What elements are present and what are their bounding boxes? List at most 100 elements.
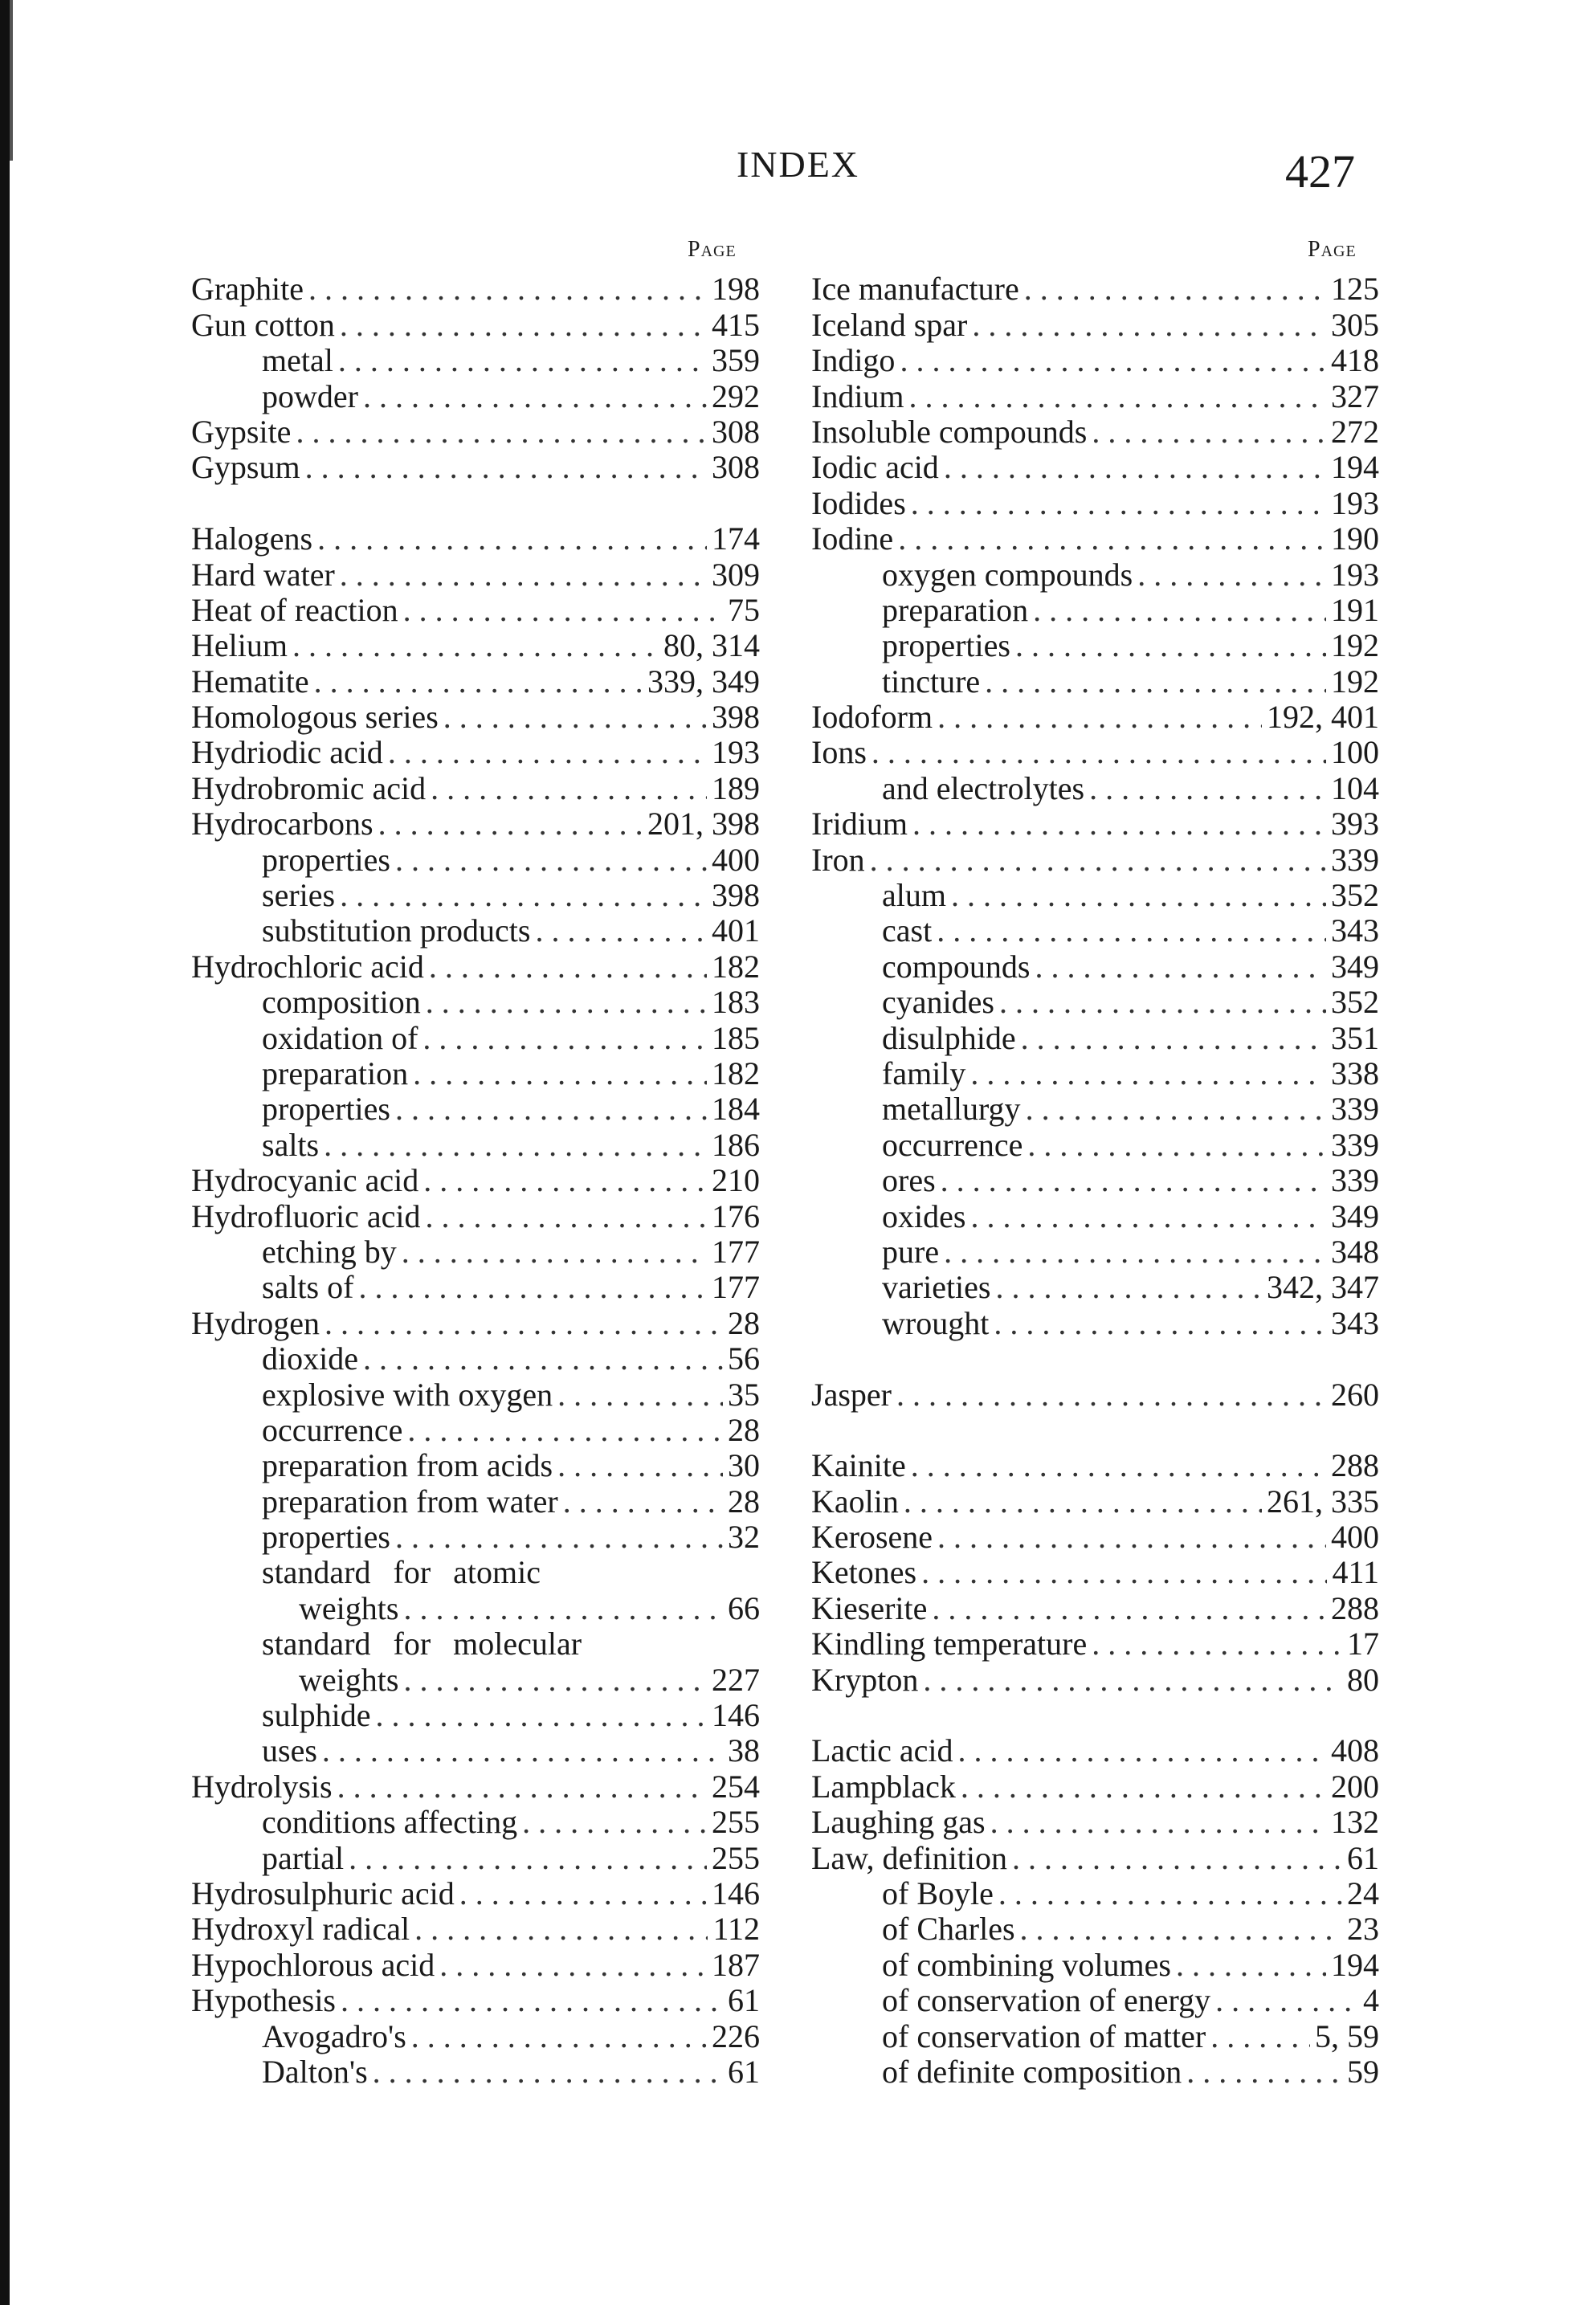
dot-leader [407, 1413, 723, 1448]
dot-leader [996, 1270, 1263, 1305]
index-entry: properties 32 [191, 1520, 760, 1555]
index-term: Lactic acid [811, 1732, 953, 1769]
index-entry: Gypsum 308 [191, 450, 760, 485]
dot-leader [970, 1199, 1326, 1234]
index-page-ref: 194 [1331, 1946, 1379, 1983]
index-entry: salts 186 [191, 1127, 760, 1162]
index-term: etching by [262, 1233, 397, 1270]
index-term: Hydrolysis [191, 1768, 333, 1805]
index-term: Hydrogen [191, 1304, 320, 1341]
index-entry: oxides 349 [811, 1198, 1379, 1234]
index-page-ref: 418 [1331, 342, 1379, 379]
dot-leader [403, 1662, 707, 1698]
index-term: Avogadro's [262, 2017, 406, 2054]
index-term: Iodic acid [811, 449, 939, 486]
dot-leader [395, 842, 707, 878]
index-term: Hydrocarbons [191, 806, 373, 842]
index-term: disulphide [882, 1019, 1016, 1056]
dot-leader [340, 308, 707, 343]
index-term: Iron [811, 841, 865, 878]
index-entry: Hydrolysis 254 [191, 1769, 760, 1804]
index-term: tincture [882, 663, 981, 700]
page-number: 427 [1285, 145, 1355, 198]
index-page-ref: 339, 349 [647, 663, 760, 700]
index-page-ref: 227 [712, 1661, 760, 1698]
index-page-ref: 185 [712, 1019, 760, 1056]
index-entry: Krypton 80 [811, 1662, 1379, 1697]
index-term: and electrolytes [882, 769, 1085, 806]
dot-leader [912, 806, 1326, 842]
index-entry: Ice manufacture 125 [811, 271, 1379, 307]
dot-leader [376, 1698, 707, 1733]
index-page-ref: 343 [1331, 912, 1379, 949]
dot-leader [557, 1377, 723, 1413]
index-term: Heat of reaction [191, 591, 398, 628]
index-entry: cyanides 352 [811, 985, 1379, 1020]
dot-leader [937, 1520, 1326, 1555]
index-term: Gypsum [191, 449, 300, 486]
index-entry: cast 343 [811, 913, 1379, 949]
index-page-ref: 100 [1331, 734, 1379, 771]
dot-leader [340, 557, 707, 593]
dot-leader [395, 1520, 723, 1555]
index-term: powder [262, 377, 358, 414]
column-page-label-left: Page [688, 237, 737, 262]
index-page-ref: 80 [1347, 1661, 1379, 1698]
dot-leader [1033, 593, 1326, 628]
index-page-ref: 190 [1331, 520, 1379, 557]
index-entry: of Boyle 24 [811, 1875, 1379, 1911]
dot-leader [1035, 949, 1326, 985]
dot-leader [1092, 1626, 1342, 1662]
index-page-ref: 193 [1331, 484, 1379, 521]
dot-leader [941, 1163, 1326, 1198]
index-page-ref: 32 [728, 1519, 760, 1556]
index-page-ref: 272 [1331, 413, 1379, 450]
dot-leader [426, 985, 707, 1020]
index-page-ref: 38 [728, 1732, 760, 1769]
index-term: wrought [882, 1304, 990, 1341]
index-page-ref: 393 [1331, 806, 1379, 842]
index-term: properties [262, 1519, 390, 1556]
index-page-ref: 189 [712, 769, 760, 806]
index-page-ref: 80, 314 [663, 627, 760, 664]
index-page-ref: 210 [712, 1162, 760, 1199]
index-entry: Hydrobromic acid 189 [191, 770, 760, 806]
index-page-ref: 75 [728, 591, 760, 628]
index-term: properties [262, 841, 390, 878]
index-page-ref: 35 [728, 1376, 760, 1413]
dot-leader [338, 343, 707, 378]
column-page-label-right: Page [1308, 237, 1357, 262]
index-term: Iridium [811, 806, 908, 842]
index-term: Laughing gas [811, 1804, 986, 1841]
index-page-ref: 28 [728, 1483, 760, 1520]
index-term: Insoluble compounds [811, 413, 1088, 450]
dot-leader [911, 1448, 1326, 1483]
dot-leader [909, 379, 1326, 414]
index-entry: preparation 182 [191, 1055, 760, 1091]
dot-leader [378, 806, 643, 842]
index-page-ref: 339 [1331, 1162, 1379, 1199]
index-entry: uses 38 [191, 1733, 760, 1769]
dot-leader [937, 700, 1262, 735]
index-term: composition [262, 984, 421, 1021]
index-entry: Kindling temperature 17 [811, 1626, 1379, 1662]
index-entry: of conservation of energy 4 [811, 1983, 1379, 2018]
index-entry: Gypsite 308 [191, 414, 760, 450]
dot-leader [951, 878, 1326, 913]
index-entry: Homologous series 398 [191, 700, 760, 735]
index-page-ref: 193 [712, 734, 760, 771]
index-term: explosive with oxygen [262, 1376, 553, 1413]
dot-leader [1089, 771, 1326, 806]
dot-leader [904, 1484, 1262, 1520]
index-page-ref: 28 [728, 1304, 760, 1341]
index-term: standard for molecular [262, 1626, 582, 1662]
dot-leader [1210, 2019, 1310, 2054]
index-term: preparation from water [262, 1483, 558, 1520]
blank-row [811, 1413, 1379, 1448]
index-term: varieties [882, 1269, 991, 1306]
index-page-ref: 260 [1331, 1376, 1379, 1413]
index-entry: Halogens 174 [191, 521, 760, 557]
index-page-ref: 146 [712, 1697, 760, 1734]
dot-leader [563, 1484, 723, 1520]
index-entry: Kainite 288 [811, 1448, 1379, 1483]
